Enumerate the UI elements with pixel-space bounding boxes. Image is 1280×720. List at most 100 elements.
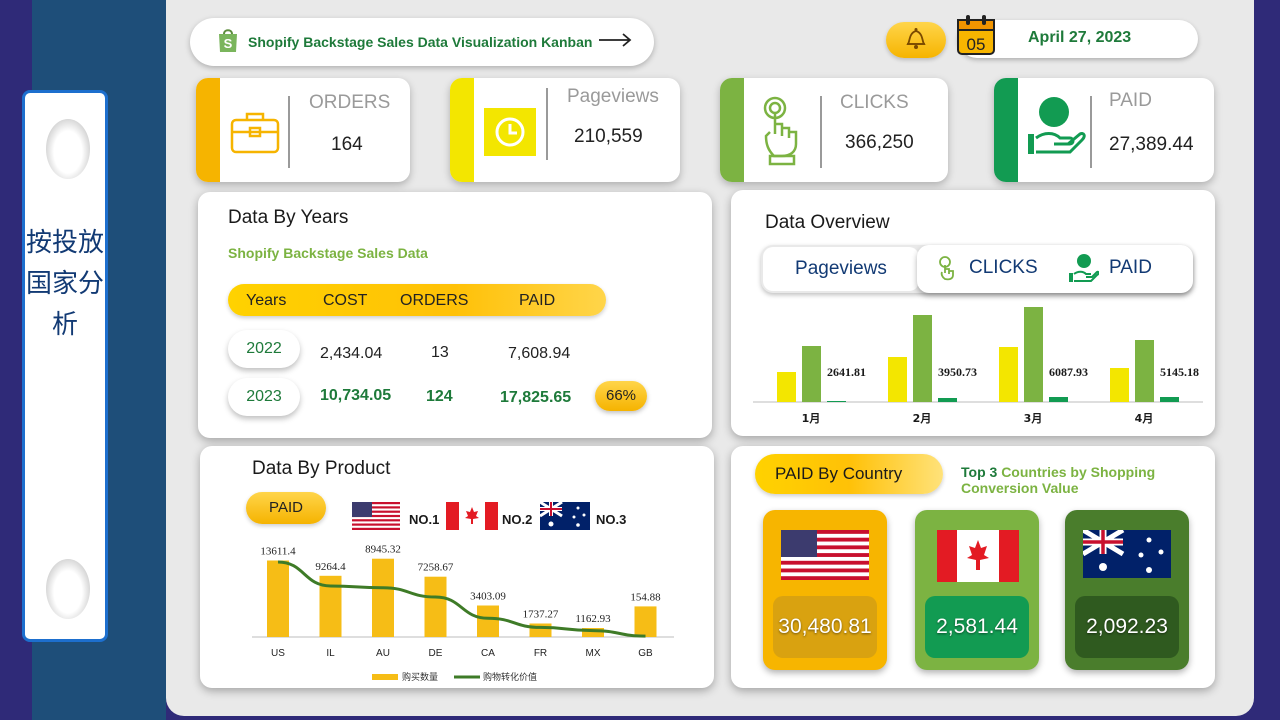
bar-purchase-qty — [582, 628, 604, 637]
kpi-value: 164 — [331, 134, 363, 155]
bar-pageviews — [1110, 368, 1129, 402]
bar-clicks — [913, 315, 932, 402]
bar-paid — [938, 398, 957, 402]
value-label: 13611.4 — [260, 546, 296, 558]
bar-pageviews — [888, 357, 907, 402]
tab-pageviews[interactable]: Pageviews — [763, 247, 919, 291]
rank-2: NO.2 — [502, 512, 533, 527]
bar-purchase-qty — [477, 605, 499, 637]
value-label: 1737.27 — [523, 609, 559, 621]
kpi-separator — [820, 96, 822, 168]
kpi-separator — [288, 96, 290, 168]
month-tick-label: 4月 — [1135, 412, 1154, 425]
kpi-pageviews-card[interactable]: Pageviews 210,559 — [450, 78, 680, 182]
card-title: Data Overview — [765, 212, 890, 233]
bar-paid — [1160, 397, 1179, 402]
current-date: April 27, 2023 — [1028, 29, 1132, 46]
arrow-right-icon — [598, 32, 632, 52]
bar-clicks — [802, 346, 821, 402]
conversion-value-line — [277, 560, 646, 638]
legend-bar-swatch — [372, 674, 398, 680]
bar-purchase-qty — [424, 576, 447, 637]
bell-icon — [903, 25, 929, 56]
country-box-canada[interactable]: 2,581.44 — [915, 510, 1039, 670]
legend-line-label: 购物转化价值 — [483, 671, 537, 683]
kpi-orders-card[interactable]: ORDERS 164 — [196, 78, 410, 182]
bar-purchase-qty — [634, 606, 657, 637]
paid-data-label: 6087.93 — [1049, 365, 1088, 379]
date-display[interactable]: 05 April 27, 2023 — [957, 15, 1198, 58]
hand-coin-icon — [1024, 96, 1086, 161]
binder-ring-top — [46, 119, 90, 179]
country-box-australia[interactable]: 2,092.23 — [1065, 510, 1189, 670]
paid-by-country-card: PAID By Country Top 3 Countries by Shopp… — [731, 446, 1215, 688]
bar-paid — [827, 401, 846, 402]
tab-paid[interactable]: PAID — [1109, 257, 1152, 278]
card-title: Data By Years — [228, 207, 349, 228]
us-flag-icon — [352, 502, 400, 535]
growth-badge: 66% — [595, 381, 647, 411]
tap-hand-icon — [760, 94, 810, 171]
bar-clicks — [1135, 340, 1154, 402]
australia-flag-icon — [539, 500, 590, 535]
orders-2022: 13 — [431, 344, 449, 361]
paid-data-label: 2641.81 — [827, 365, 866, 379]
month-tick-label: 3月 — [1024, 412, 1043, 425]
svg-text:S: S — [224, 36, 233, 51]
tab-group-clicks-paid: CLICKS PAID — [917, 245, 1193, 293]
shopify-bag-icon: S — [216, 27, 240, 58]
kpi-accent — [196, 78, 220, 182]
kpi-paid-card[interactable]: PAID 27,389.44 — [994, 78, 1214, 182]
month-tick-label: 2月 — [913, 412, 932, 425]
country-tick-label: MX — [586, 648, 601, 659]
value-label: 1162.93 — [575, 613, 611, 625]
card-subtitle: Shopify Backstage Sales Data — [228, 245, 428, 261]
paid-by-country-chip[interactable]: PAID By Country — [755, 454, 943, 494]
tab-clicks[interactable]: CLICKS — [969, 257, 1038, 278]
country-value-canada: 2,581.44 — [925, 596, 1029, 658]
value-label: 154.88 — [630, 591, 661, 603]
kpi-clicks-card[interactable]: CLICKS 366,250 — [720, 78, 948, 182]
product-combo-chart: 购买数量 购物转化价值 13611.4 US 9264.4 IL 8945.32 AU 72… — [252, 544, 674, 683]
notification-button[interactable] — [886, 22, 946, 58]
paid-data-label: 3950.73 — [938, 365, 977, 379]
us-flag-icon — [781, 530, 869, 585]
month-tick-label: 1月 — [802, 412, 821, 425]
australia-flag-icon — [1081, 527, 1171, 583]
overview-bar-chart: 2641.81 1月 3950.73 2月 6087.93 3月 5145.18 4月 — [753, 307, 1203, 425]
subtitle-prefix: Top 3 — [961, 464, 998, 480]
binder-ring-bottom — [46, 559, 90, 619]
hand-coin-icon — [1067, 253, 1100, 288]
country-box-us[interactable]: 30,480.81 — [763, 510, 887, 670]
rank-3: NO.3 — [596, 512, 627, 527]
overview-tabs: Pageviews CLICKS PAID — [761, 245, 1193, 293]
orders-2023: 124 — [426, 388, 453, 405]
year-2022-pill[interactable]: 2022 — [228, 330, 300, 368]
bar-purchase-qty — [372, 558, 394, 637]
kpi-separator — [546, 88, 548, 160]
kpi-label: Pageviews — [567, 86, 659, 107]
value-label: 3403.09 — [470, 591, 506, 603]
year-2023-pill[interactable]: 2023 — [228, 378, 300, 416]
calendar-icon: 05 — [956, 14, 998, 63]
data-by-product-card: Data By Product PAID NO.1 NO.2 NO.3 购买数量… — [200, 446, 714, 688]
country-tick-label: US — [271, 648, 285, 659]
bar-pageviews — [999, 347, 1018, 402]
kpi-accent — [450, 78, 474, 182]
tap-hand-icon — [937, 255, 963, 286]
kpi-label: CLICKS — [840, 92, 909, 113]
country-tick-label: CA — [481, 648, 495, 659]
legend-bar-label: 购买数量 — [402, 671, 438, 683]
sidebar-title: 按投放国家分析 — [25, 228, 104, 340]
cost-2023: 10,734.05 — [320, 387, 392, 404]
value-label: 7258.67 — [418, 562, 454, 574]
bar-purchase-qty — [267, 560, 289, 637]
country-tick-label: AU — [376, 648, 390, 659]
paid-2022: 7,608.94 — [508, 345, 571, 362]
header-title-pill[interactable]: S Shopify Backstage Sales Data Visualiza… — [190, 18, 654, 66]
kpi-label: PAID — [1109, 90, 1152, 111]
country-tick-label: GB — [638, 648, 653, 659]
value-label: 9264.4 — [315, 561, 346, 573]
country-tick-label: DE — [429, 648, 443, 659]
paid-chip[interactable]: PAID — [246, 492, 326, 524]
